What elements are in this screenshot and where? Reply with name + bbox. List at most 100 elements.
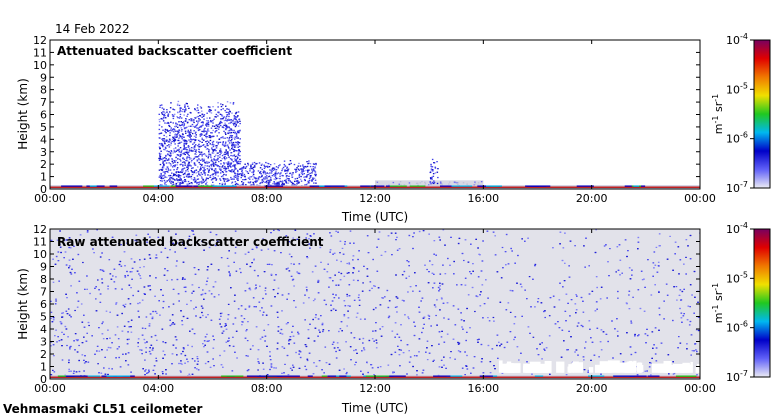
backscatter-pixel <box>438 290 440 292</box>
backscatter-pixel <box>394 322 397 324</box>
backscatter-pixel <box>278 165 280 167</box>
backscatter-pixel <box>449 264 451 266</box>
backscatter-pixel <box>239 160 242 163</box>
backscatter-pixel <box>348 272 350 274</box>
backscatter-pixel <box>179 154 182 156</box>
backscatter-pixel <box>277 182 279 184</box>
backscatter-pixel <box>166 279 168 281</box>
backscatter-pixel <box>161 138 163 140</box>
backscatter-pixel <box>227 180 229 182</box>
backscatter-pixel <box>190 149 193 151</box>
backscatter-pixel <box>172 165 175 167</box>
backscatter-pixel <box>132 294 134 297</box>
backscatter-pixel <box>164 172 166 174</box>
backscatter-pixel <box>683 313 685 315</box>
backscatter-pixel <box>196 175 199 177</box>
backscatter-pixel <box>187 176 189 178</box>
backscatter-pixel <box>375 307 377 309</box>
backscatter-pixel <box>259 167 262 169</box>
backscatter-pixel <box>437 176 439 179</box>
backscatter-pixel <box>358 338 361 340</box>
backscatter-pixel <box>245 170 247 172</box>
backscatter-pixel <box>269 351 271 353</box>
backscatter-pixel <box>634 333 636 336</box>
backscatter-pixel <box>295 171 297 173</box>
backscatter-pixel <box>224 325 226 327</box>
backscatter-pixel <box>285 181 287 183</box>
backscatter-pixel <box>175 150 178 152</box>
backscatter-pixel <box>297 331 299 333</box>
backscatter-pixel <box>375 347 378 349</box>
backscatter-pixel <box>430 167 433 169</box>
backscatter-pixel <box>229 273 231 275</box>
backscatter-pixel <box>370 364 372 366</box>
backscatter-pixel <box>248 305 251 307</box>
backscatter-pixel <box>176 179 178 181</box>
backscatter-pixel <box>218 167 221 169</box>
backscatter-pixel <box>203 249 205 251</box>
backscatter-pixel <box>270 363 273 365</box>
backscatter-pixel <box>116 326 119 328</box>
backscatter-pixel <box>173 150 175 152</box>
backscatter-pixel <box>309 323 311 325</box>
backscatter-pixel <box>193 157 196 159</box>
backscatter-pixel <box>212 177 215 179</box>
backscatter-pixel <box>144 359 146 361</box>
backscatter-pixel <box>138 316 140 318</box>
backscatter-pixel <box>71 268 73 270</box>
backscatter-pixel <box>72 258 74 260</box>
backscatter-pixel <box>169 139 171 141</box>
backscatter-pixel <box>230 178 233 180</box>
backscatter-pixel <box>229 102 232 104</box>
backscatter-pixel <box>211 141 214 143</box>
backscatter-pixel <box>605 333 608 335</box>
backscatter-pixel <box>628 294 630 296</box>
backscatter-pixel <box>644 370 647 372</box>
backscatter-pixel <box>159 132 161 135</box>
backscatter-pixel <box>325 303 327 306</box>
backscatter-pixel <box>206 112 208 114</box>
backscatter-pixel <box>649 362 651 364</box>
backscatter-pixel <box>302 164 304 166</box>
backscatter-pixel <box>219 239 221 241</box>
backscatter-pixel <box>263 164 265 166</box>
backscatter-pixel <box>87 361 90 363</box>
backscatter-pixel <box>614 328 616 330</box>
backscatter-pixel <box>628 267 631 269</box>
backscatter-pixel <box>683 288 685 290</box>
backscatter-pixel <box>260 173 262 175</box>
backscatter-pixel <box>457 350 460 352</box>
backscatter-pixel <box>217 155 219 157</box>
backscatter-pixel <box>685 273 687 275</box>
backscatter-pixel <box>162 161 164 163</box>
backscatter-pixel <box>343 315 346 317</box>
backscatter-pixel <box>104 356 106 358</box>
backscatter-pixel <box>186 303 188 305</box>
backscatter-pixel <box>59 243 61 245</box>
backscatter-pixel <box>278 181 280 183</box>
backscatter-pixel <box>223 116 226 118</box>
backscatter-pixel <box>234 166 236 168</box>
backscatter-pixel <box>50 374 53 376</box>
backscatter-pixel <box>506 341 509 343</box>
backscatter-pixel <box>62 312 64 314</box>
backscatter-pixel <box>467 294 470 296</box>
backscatter-pixel <box>358 304 361 306</box>
backscatter-pixel <box>232 141 235 144</box>
backscatter-pixel <box>214 174 217 176</box>
backscatter-pixel <box>106 349 108 351</box>
backscatter-pixel <box>655 246 658 248</box>
backscatter-pixel <box>628 290 631 292</box>
backscatter-pixel <box>413 232 415 234</box>
backscatter-pixel <box>76 351 79 353</box>
backscatter-pixel <box>220 151 223 153</box>
backscatter-pixel <box>349 346 352 348</box>
backscatter-pixel <box>182 180 184 182</box>
backscatter-pixel <box>308 182 310 184</box>
backscatter-pixel <box>278 229 280 232</box>
backscatter-pixel <box>638 334 640 336</box>
backscatter-pixel <box>169 130 171 132</box>
backscatter-pixel <box>74 309 76 312</box>
backscatter-pixel <box>178 121 180 123</box>
backscatter-pixel <box>163 171 165 173</box>
